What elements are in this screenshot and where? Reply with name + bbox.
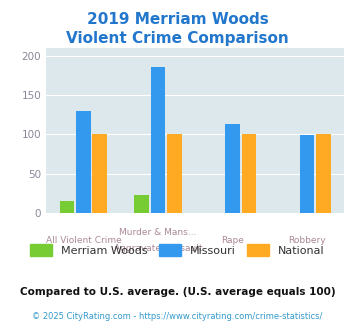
Text: 2019 Merriam Woods: 2019 Merriam Woods [87, 12, 268, 26]
Text: Rape: Rape [221, 236, 244, 245]
Text: Robbery: Robbery [288, 236, 326, 245]
Text: Violent Crime Comparison: Violent Crime Comparison [66, 31, 289, 46]
Bar [167, 134, 182, 213]
Bar [134, 195, 149, 213]
Text: Aggravated Assault: Aggravated Assault [114, 244, 202, 253]
Bar [316, 134, 331, 213]
Legend: Merriam Woods, Missouri, National: Merriam Woods, Missouri, National [26, 240, 329, 260]
Text: All Violent Crime: All Violent Crime [45, 236, 121, 245]
Bar [241, 134, 256, 213]
Bar [60, 201, 75, 213]
Text: Compared to U.S. average. (U.S. average equals 100): Compared to U.S. average. (U.S. average … [20, 287, 335, 297]
Bar [225, 124, 240, 213]
Bar [76, 111, 91, 213]
Bar [151, 68, 165, 213]
Text: Murder & Mans...: Murder & Mans... [119, 228, 197, 237]
Bar [92, 134, 107, 213]
Bar [300, 135, 315, 213]
Text: © 2025 CityRating.com - https://www.cityrating.com/crime-statistics/: © 2025 CityRating.com - https://www.city… [32, 312, 323, 321]
